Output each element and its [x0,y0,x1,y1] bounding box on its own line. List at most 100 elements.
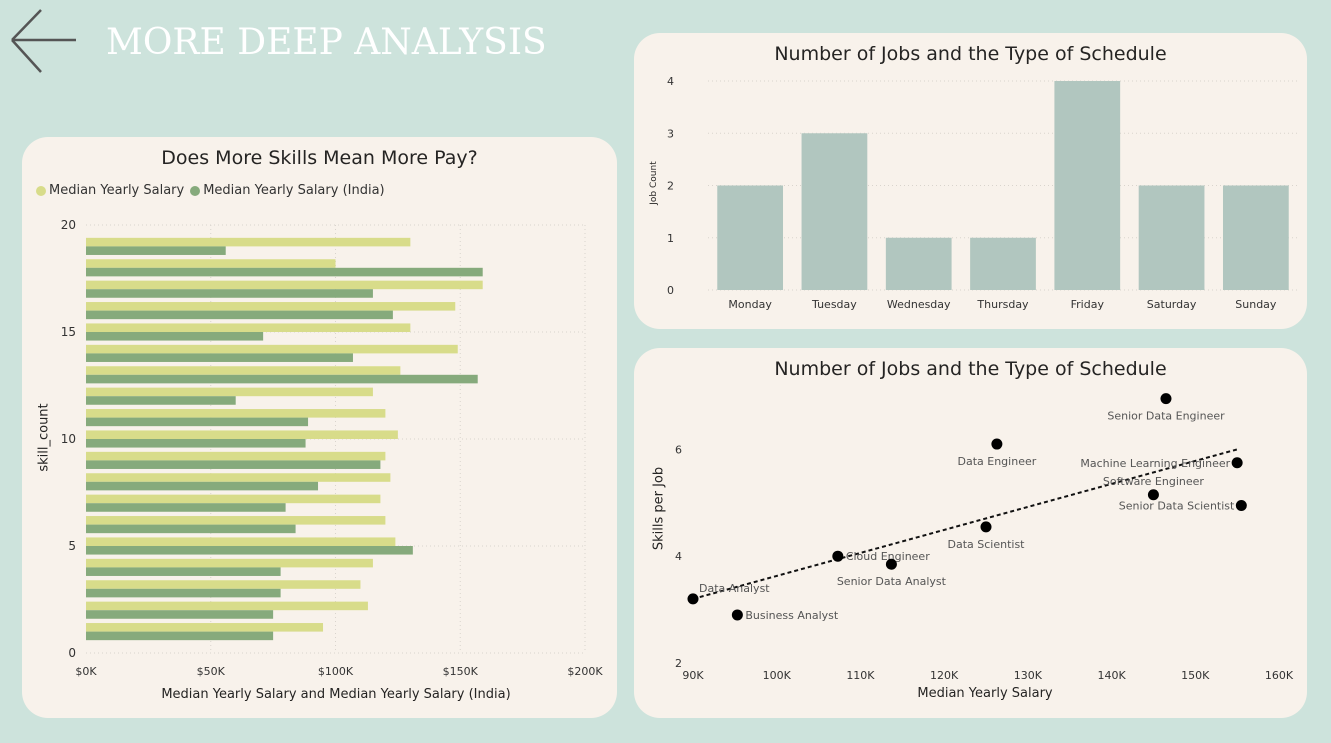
x-tick-label: 110K [846,669,875,682]
bar-median-salary [86,430,398,439]
y-tick-label: 1 [667,232,674,245]
bar-median-salary-india [86,396,236,405]
x-tick-label: Saturday [1147,298,1197,311]
skills-pay-legend: Median Yearly Salary Median Yearly Salar… [36,183,391,198]
bar-median-salary-india [86,503,286,512]
scatter-point [731,609,743,621]
legend-dot [36,185,46,196]
page-title: MORE DEEP ANALYSIS [106,22,547,63]
point-label: Data Scientist [948,538,1026,551]
jobs-schedule-title: Number of Jobs and the Type of Schedule [774,43,1167,65]
y-tick-label: 15 [61,325,76,339]
bar-median-salary-india [86,588,281,598]
y-tick-label: 5 [68,539,76,553]
x-tick-label: Monday [728,298,772,311]
bar-median-salary-india [86,417,309,427]
bar-median-salary [86,601,368,611]
back-button[interactable] [8,6,78,76]
skills-per-job-chart: 2 4 6 90K 100K 110K 120K 130K 140K 150K 160K Data A… [675,393,1294,682]
x-tick-label: 90K [682,669,704,682]
x-tick-label: 100K [763,669,792,682]
bar-job-count [885,237,952,290]
bar-median-salary-india [86,524,296,534]
bar-job-count [1138,185,1205,290]
jobs-schedule-card: Number of Jobs and the Type of Schedule … [634,33,1307,329]
bar-median-salary-india [86,481,319,491]
x-tick-label: $150K [443,665,479,678]
bar-median-salary [86,387,373,397]
skills-per-job-card: Number of Jobs and the Type of Schedule … [634,348,1307,718]
y-tick-label: 4 [667,75,674,88]
bar-median-salary [86,409,386,418]
scatter-point [1160,393,1172,405]
bar-median-salary [86,259,336,268]
x-tick-label: 140K [1097,669,1126,682]
y-tick-label: 4 [675,550,682,563]
bar-median-salary [86,323,411,332]
bar-median-salary [86,280,483,290]
bar-median-salary-india [86,374,478,384]
skills-per-job-title: Number of Jobs and the Type of Schedule [774,358,1167,380]
point-label: Machine Learning Engineer [1080,457,1230,470]
bar-median-salary-india [86,567,281,576]
bar-median-salary [86,473,391,482]
scatter-point [832,550,844,562]
bar-median-salary-india [86,631,274,641]
bar-median-salary-india [86,267,483,277]
y-tick-label: 2 [667,180,674,193]
bar-median-salary-india [86,289,373,298]
jobs-schedule-chart: 0 1 2 3 4 Monday Tuesday Wednesday Thursday Frida… [667,75,1298,311]
jobs-schedule-y-axis-title: Job Count [649,161,659,205]
bar-median-salary-india [86,246,226,255]
point-label: Data Engineer [958,455,1037,468]
x-tick-label: 150K [1181,669,1210,682]
scatter-point [687,593,699,605]
trend-line [692,448,1238,600]
legend-label: Median Yearly Salary [49,183,185,198]
x-tick-label: Thursday [976,298,1029,311]
y-tick-label: 2 [675,657,682,670]
bar-median-salary-india [86,610,274,619]
bar-median-salary [86,302,456,311]
x-tick-label: $200K [567,665,603,678]
legend-item-median-salary-india[interactable]: Median Yearly Salary (India) [190,183,385,198]
x-tick-label: $0K [75,665,97,678]
x-tick-label: 120K [930,669,959,682]
legend-item-median-salary[interactable]: Median Yearly Salary [36,183,184,198]
y-tick-label: 20 [61,218,76,232]
legend-dot [190,185,201,196]
x-tick-label: Wednesday [887,298,951,311]
scatter-point [1231,457,1243,469]
y-tick-label: 10 [61,432,76,446]
point-label: Software Engineer [1103,475,1204,488]
bar-median-salary [86,558,373,568]
legend-label: Median Yearly Salary (India) [203,183,385,198]
skills-pay-title: Does More Skills Mean More Pay? [161,147,478,169]
y-tick-label: 6 [675,443,682,456]
skills-pay-y-axis-title: skill_count [36,403,52,472]
bar-median-salary [86,494,381,504]
bar-median-salary [86,537,396,546]
skills-pay-chart: $0K $50K $100K $150K $200K 0 5 10 15 20 [61,218,604,678]
scatter-point [980,521,992,533]
y-tick-label: 3 [667,127,674,140]
scatter-point [885,558,897,570]
bar-job-count [1054,81,1121,290]
bar-job-count [717,185,784,290]
point-label: Data Analyst [699,582,770,595]
bar-median-salary [86,451,386,461]
x-tick-label: Friday [1071,298,1105,311]
skills-per-job-y-axis-title: Skills per Job [651,466,667,551]
scatter-point [1147,489,1159,501]
x-tick-label: $50K [197,665,226,678]
bar-job-count [801,133,868,290]
y-tick-label: 0 [68,646,76,660]
bar-median-salary [86,366,401,375]
scatter-point [1235,499,1247,511]
bar-median-salary-india [86,439,306,448]
point-label: Senior Data Scientist [1119,499,1235,512]
x-tick-label: 130K [1014,669,1043,682]
bar-median-salary-india [86,353,353,362]
skills-pay-x-axis-title: Median Yearly Salary and Median Yearly S… [161,687,511,702]
skills-pay-card: Does More Skills Mean More Pay? Median Y… [22,137,617,718]
